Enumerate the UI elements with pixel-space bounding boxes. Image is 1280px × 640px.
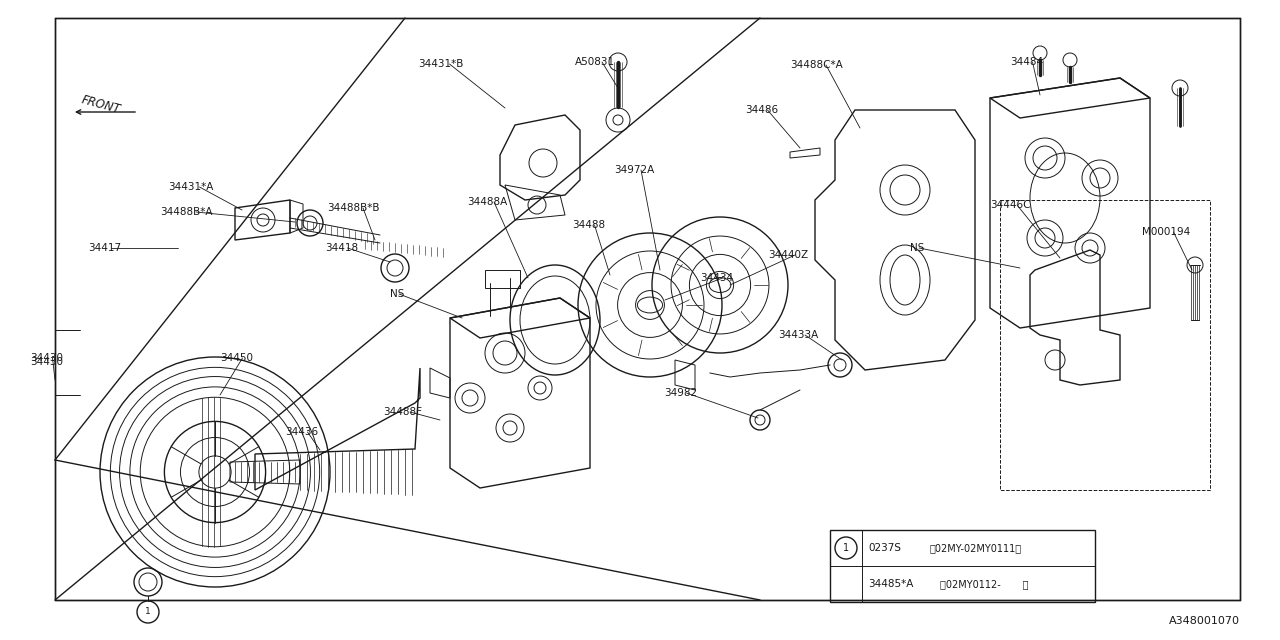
- Text: M000194: M000194: [1142, 227, 1190, 237]
- Text: 34485*A: 34485*A: [868, 579, 914, 589]
- Text: 〈02MY0112-       〉: 〈02MY0112- 〉: [940, 579, 1029, 589]
- Text: 34488A: 34488A: [467, 197, 507, 207]
- Text: FRONT: FRONT: [81, 93, 123, 116]
- Text: A348001070: A348001070: [1169, 616, 1240, 626]
- Text: 34488B*B: 34488B*B: [326, 203, 379, 213]
- Text: 34446C: 34446C: [989, 200, 1030, 210]
- Text: 34431*A: 34431*A: [168, 182, 214, 192]
- Text: 1: 1: [844, 543, 849, 553]
- Text: 34488F: 34488F: [383, 407, 422, 417]
- Text: 34434: 34434: [700, 273, 733, 283]
- Circle shape: [137, 601, 159, 623]
- Text: 34431*B: 34431*B: [419, 59, 463, 69]
- Text: 34486: 34486: [745, 105, 778, 115]
- Text: 0237S: 0237S: [868, 543, 901, 553]
- Text: 34440Z: 34440Z: [768, 250, 808, 260]
- Text: NS: NS: [390, 289, 404, 299]
- Text: 34982: 34982: [664, 388, 698, 398]
- Text: 34488B*A: 34488B*A: [160, 207, 212, 217]
- Text: 34488: 34488: [572, 220, 605, 230]
- Circle shape: [835, 537, 858, 559]
- Text: 1: 1: [145, 607, 151, 616]
- Text: 34972A: 34972A: [614, 165, 654, 175]
- Text: 34433A: 34433A: [778, 330, 818, 340]
- Text: 34418: 34418: [325, 243, 358, 253]
- Text: 34430: 34430: [29, 357, 63, 367]
- Text: 34417: 34417: [88, 243, 122, 253]
- Text: 34450: 34450: [220, 353, 253, 363]
- Bar: [485, 270, 520, 288]
- Bar: [829, 530, 1094, 602]
- Text: 〈02MY-02MY0111〉: 〈02MY-02MY0111〉: [931, 543, 1023, 553]
- Text: A50831: A50831: [575, 57, 616, 67]
- Bar: [1000, 200, 1210, 490]
- Text: 34430: 34430: [29, 353, 63, 363]
- Text: 34488C*A: 34488C*A: [790, 60, 842, 70]
- Text: NS: NS: [910, 243, 924, 253]
- Text: 34436: 34436: [285, 427, 319, 437]
- Text: 34484: 34484: [1010, 57, 1043, 67]
